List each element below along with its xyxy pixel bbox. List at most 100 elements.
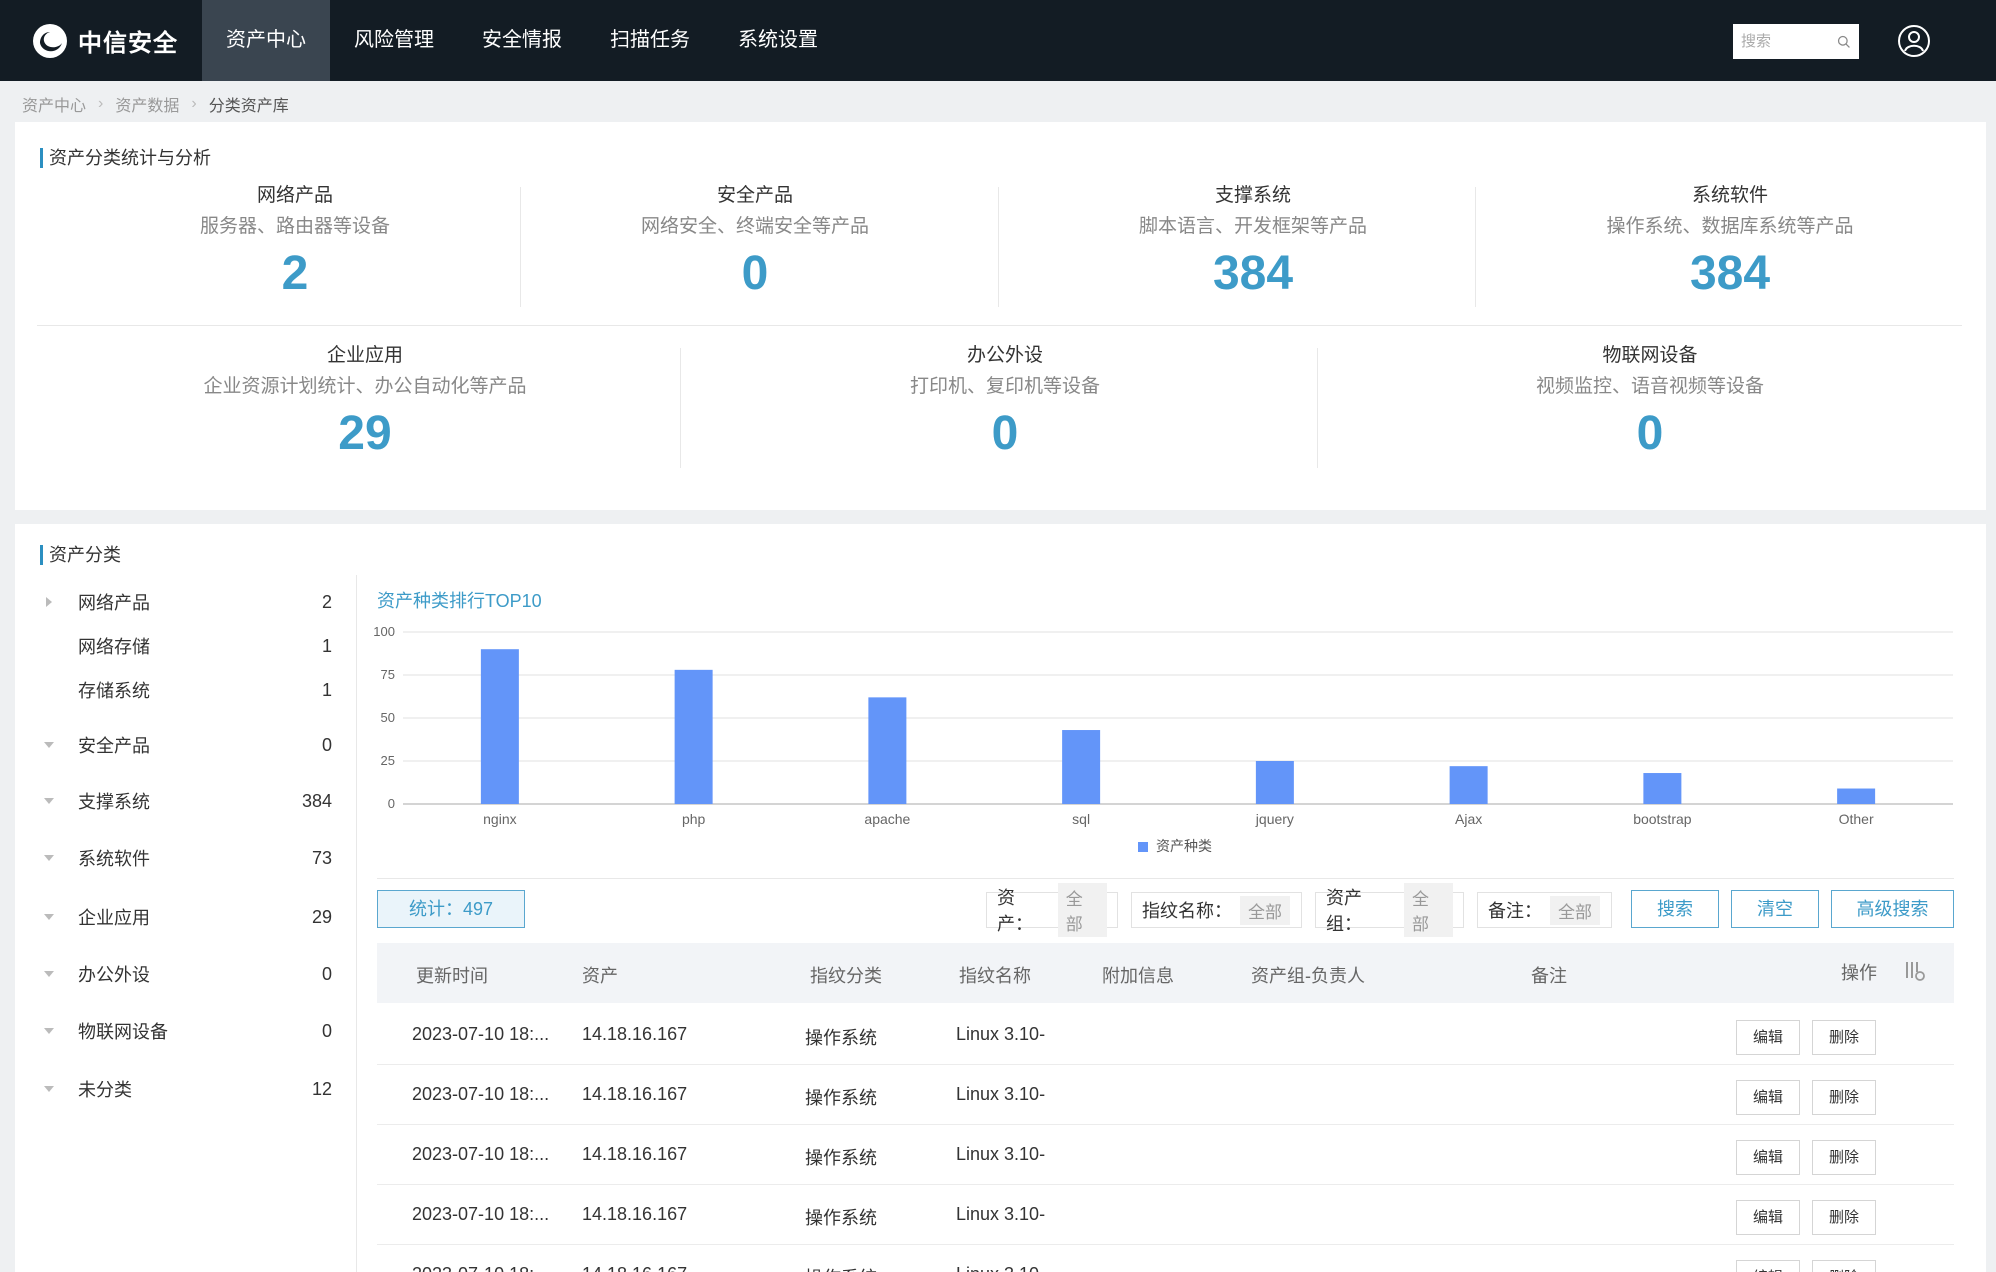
category-label: 未分类 bbox=[78, 1080, 132, 1100]
edit-button[interactable]: 编辑 bbox=[1736, 1260, 1800, 1272]
category-item[interactable]: 网络产品 2 bbox=[42, 587, 332, 617]
y-tick-label: 25 bbox=[381, 753, 395, 768]
breadcrumb-asset-center[interactable]: 资产中心 bbox=[22, 98, 87, 115]
category-item[interactable]: 未分类 12 bbox=[42, 1074, 332, 1104]
column-header-note[interactable]: 备注 bbox=[1531, 966, 1567, 986]
column-header-group-owner[interactable]: 资产组-负责人 bbox=[1251, 966, 1365, 986]
delete-button[interactable]: 删除 bbox=[1812, 1260, 1876, 1272]
column-header-fp-category[interactable]: 指纹分类 bbox=[810, 966, 882, 986]
nav-system-settings[interactable]: 系统设置 bbox=[738, 29, 818, 51]
cell-fp-category: 操作系统 bbox=[805, 1028, 877, 1048]
spacer bbox=[42, 639, 56, 653]
cell-asset: 14.18.16.167 bbox=[582, 1204, 688, 1224]
caret-down-icon[interactable] bbox=[42, 1082, 56, 1096]
caret-right-icon[interactable] bbox=[42, 595, 56, 609]
nav-asset-center[interactable]: 资产中心 bbox=[202, 0, 330, 81]
filter-fingerprint-name[interactable]: 指纹名称： 全部 bbox=[1131, 892, 1302, 928]
spacer bbox=[42, 683, 56, 697]
search-icon[interactable] bbox=[1837, 33, 1851, 51]
category-count: 1 bbox=[321, 679, 332, 700]
stat-card-system-software[interactable]: 系统软件 操作系统、数据库系统等产品 384 bbox=[1510, 184, 1950, 302]
cell-fp-name: Linux 3.10- bbox=[956, 1204, 1046, 1224]
caret-down-icon[interactable] bbox=[42, 794, 56, 808]
category-item[interactable]: 网络存储 1 bbox=[42, 631, 332, 661]
cell-fp-name: Linux 3.10- bbox=[956, 1024, 1046, 1044]
nav-scan-tasks[interactable]: 扫描任务 bbox=[610, 29, 690, 51]
column-header-time[interactable]: 更新时间 bbox=[416, 966, 488, 986]
search-button[interactable]: 搜索 bbox=[1631, 890, 1719, 928]
column-settings-icon[interactable] bbox=[1904, 960, 1926, 982]
delete-button[interactable]: 删除 bbox=[1812, 1020, 1876, 1055]
cell-fp-category: 操作系统 bbox=[805, 1088, 877, 1108]
table-row[interactable]: 2023-07-10 18:... 14.18.16.167 操作系统 Linux 3… bbox=[377, 1005, 1954, 1065]
chevron-right-icon: › bbox=[191, 95, 197, 112]
table-row[interactable]: 2023-07-10 18:... 14.18.16.167 操作系统 Linux 3… bbox=[377, 1125, 1954, 1185]
stat-card-enterprise[interactable]: 企业应用 企业资源计划统计、办公自动化等产品 29 bbox=[75, 344, 655, 462]
cell-update-time: 2023-07-10 18:... bbox=[412, 1264, 549, 1272]
category-item[interactable]: 存储系统 1 bbox=[42, 675, 332, 705]
caret-down-icon[interactable] bbox=[42, 738, 56, 752]
delete-button[interactable]: 删除 bbox=[1812, 1200, 1876, 1235]
category-count: 0 bbox=[321, 963, 332, 984]
edit-button[interactable]: 编辑 bbox=[1736, 1020, 1800, 1055]
stat-value: 2 bbox=[281, 247, 309, 300]
stat-card-office-peripherals[interactable]: 办公外设 打印机、复印机等设备 0 bbox=[715, 344, 1295, 462]
delete-button[interactable]: 删除 bbox=[1812, 1140, 1876, 1175]
nav-risk-management[interactable]: 风险管理 bbox=[354, 29, 434, 51]
filter-label: 指纹名称： bbox=[1142, 901, 1232, 921]
filter-value: 全部 bbox=[1240, 895, 1290, 925]
brand-logo[interactable]: 中信安全 bbox=[32, 23, 202, 59]
cell-update-time: 2023-07-10 18:... bbox=[412, 1144, 550, 1164]
table-row[interactable]: 2023-07-10 18:... 14.18.16.167 操作系统 Linux 3… bbox=[377, 1065, 1954, 1125]
delete-button[interactable]: 删除 bbox=[1812, 1080, 1876, 1115]
category-item[interactable]: 物联网设备 0 bbox=[42, 1016, 332, 1046]
total-count-badge[interactable]: 统计：497 bbox=[377, 890, 525, 928]
stat-card-support[interactable]: 支撑系统 脚本语言、开发框架等产品 384 bbox=[1033, 184, 1473, 302]
y-tick-label: 100 bbox=[373, 624, 395, 639]
divider bbox=[377, 878, 1954, 879]
stat-name: 支撑系统 bbox=[1214, 185, 1291, 206]
table-row[interactable]: 2023-07-10 18:... 14.18.16.167 操作系统 Linux 3… bbox=[377, 1245, 1954, 1272]
filter-label: 资产： bbox=[997, 888, 1033, 934]
breadcrumb-asset-data[interactable]: 资产数据 bbox=[115, 98, 180, 115]
stats-panel: 资产分类统计与分析 网络产品 服务器、路由器等设备 2 安全产品 网络安全、终端… bbox=[15, 122, 1986, 510]
table-row[interactable]: 2023-07-10 18:... 14.18.16.167 操作系统 Linux 3… bbox=[377, 1185, 1954, 1245]
caret-down-icon[interactable] bbox=[42, 910, 56, 924]
filter-note[interactable]: 备注： 全部 bbox=[1477, 892, 1612, 928]
caret-down-icon[interactable] bbox=[42, 851, 56, 865]
filter-asset[interactable]: 资产： 全部 bbox=[986, 883, 1118, 937]
column-header-asset[interactable]: 资产 bbox=[582, 966, 618, 986]
stat-card-security[interactable]: 安全产品 网络安全、终端安全等产品 0 bbox=[535, 184, 975, 302]
edit-button[interactable]: 编辑 bbox=[1736, 1080, 1800, 1115]
category-item[interactable]: 支撑系统 384 bbox=[42, 786, 332, 816]
sidebar-divider bbox=[356, 575, 357, 1272]
category-item[interactable]: 系统软件 73 bbox=[42, 843, 332, 873]
search-input[interactable] bbox=[1741, 33, 1831, 50]
edit-button[interactable]: 编辑 bbox=[1736, 1140, 1800, 1175]
category-item[interactable]: 办公外设 0 bbox=[42, 959, 332, 989]
clear-button[interactable]: 清空 bbox=[1731, 890, 1819, 928]
advanced-search-button[interactable]: 高级搜索 bbox=[1831, 890, 1954, 928]
stat-name: 办公外设 bbox=[966, 345, 1043, 366]
stat-name: 网络产品 bbox=[256, 185, 333, 206]
category-item[interactable]: 企业应用 29 bbox=[42, 902, 332, 932]
nav-security-intel[interactable]: 安全情报 bbox=[482, 29, 562, 51]
stat-desc: 网络安全、终端安全等产品 bbox=[640, 216, 869, 237]
edit-button[interactable]: 编辑 bbox=[1736, 1200, 1800, 1235]
divider bbox=[998, 187, 999, 307]
caret-down-icon[interactable] bbox=[42, 1024, 56, 1038]
stat-card-network[interactable]: 网络产品 服务器、路由器等设备 2 bbox=[75, 184, 515, 302]
filter-asset-group[interactable]: 资产组： 全部 bbox=[1315, 883, 1464, 937]
stat-card-iot[interactable]: 物联网设备 视频监控、语音视频等设备 0 bbox=[1360, 344, 1940, 462]
user-avatar-icon[interactable] bbox=[1897, 24, 1931, 58]
column-header-fp-name[interactable]: 指纹名称 bbox=[959, 966, 1031, 986]
column-header-extra[interactable]: 附加信息 bbox=[1102, 966, 1174, 986]
y-tick-label: 0 bbox=[388, 796, 395, 811]
category-item[interactable]: 安全产品 0 bbox=[42, 730, 332, 760]
category-label: 安全产品 bbox=[78, 736, 150, 756]
category-count: 29 bbox=[311, 906, 332, 927]
cell-fp-name: Linux 3.10- bbox=[956, 1264, 1045, 1272]
filter-label: 备注： bbox=[1488, 901, 1542, 921]
caret-down-icon[interactable] bbox=[42, 967, 56, 981]
stat-desc: 视频监控、语音视频等设备 bbox=[1535, 376, 1764, 397]
